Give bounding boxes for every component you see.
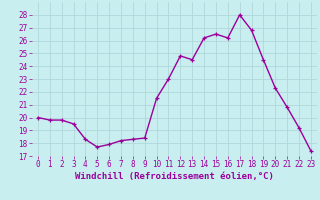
X-axis label: Windchill (Refroidissement éolien,°C): Windchill (Refroidissement éolien,°C) — [75, 172, 274, 181]
